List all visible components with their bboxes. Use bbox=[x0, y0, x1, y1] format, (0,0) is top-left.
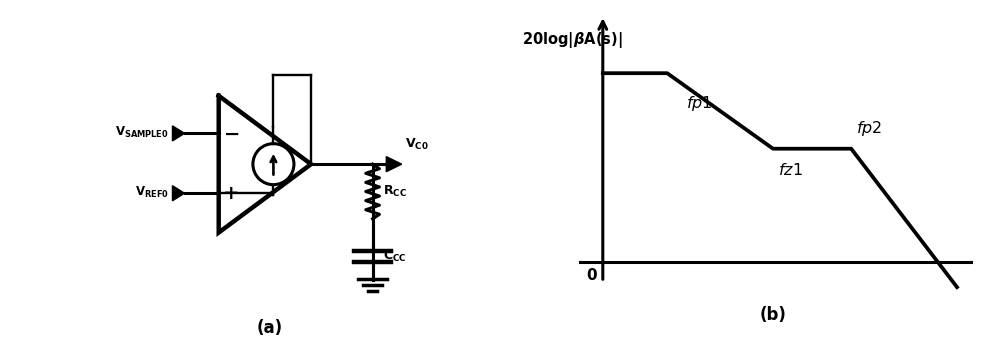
Polygon shape bbox=[386, 157, 402, 172]
Text: $\mathit{fz1}$: $\mathit{fz1}$ bbox=[778, 162, 802, 178]
Text: $\mathbf{+}$: $\mathbf{+}$ bbox=[222, 184, 239, 203]
Text: $\mathit{fp2}$: $\mathit{fp2}$ bbox=[856, 119, 882, 138]
Polygon shape bbox=[172, 186, 184, 201]
Text: $\mathbf{-}$: $\mathbf{-}$ bbox=[223, 124, 239, 143]
Text: (a): (a) bbox=[257, 319, 283, 337]
Text: $\mathbf{C}_{\mathbf{CC}}$: $\mathbf{C}_{\mathbf{CC}}$ bbox=[383, 249, 406, 264]
Text: (b): (b) bbox=[760, 306, 786, 324]
Text: $\mathbf{V}_{\mathbf{REF0}}$: $\mathbf{V}_{\mathbf{REF0}}$ bbox=[135, 185, 169, 200]
Text: $\mathbf{V}_{\mathbf{SAMPLE0}}$: $\mathbf{V}_{\mathbf{SAMPLE0}}$ bbox=[115, 125, 169, 140]
Polygon shape bbox=[172, 126, 184, 141]
Text: 0: 0 bbox=[586, 268, 597, 283]
Text: $\mathbf{V}_{\mathbf{C0}}$: $\mathbf{V}_{\mathbf{C0}}$ bbox=[405, 137, 429, 152]
Text: $\mathbf{20log|}\boldsymbol{\beta}\mathbf{A(s)|}$: $\mathbf{20log|}\boldsymbol{\beta}\mathb… bbox=[522, 30, 623, 51]
Text: $\mathit{fp1}$: $\mathit{fp1}$ bbox=[686, 94, 712, 113]
Text: $\mathbf{R}_{\mathbf{CC}}$: $\mathbf{R}_{\mathbf{CC}}$ bbox=[383, 184, 407, 199]
